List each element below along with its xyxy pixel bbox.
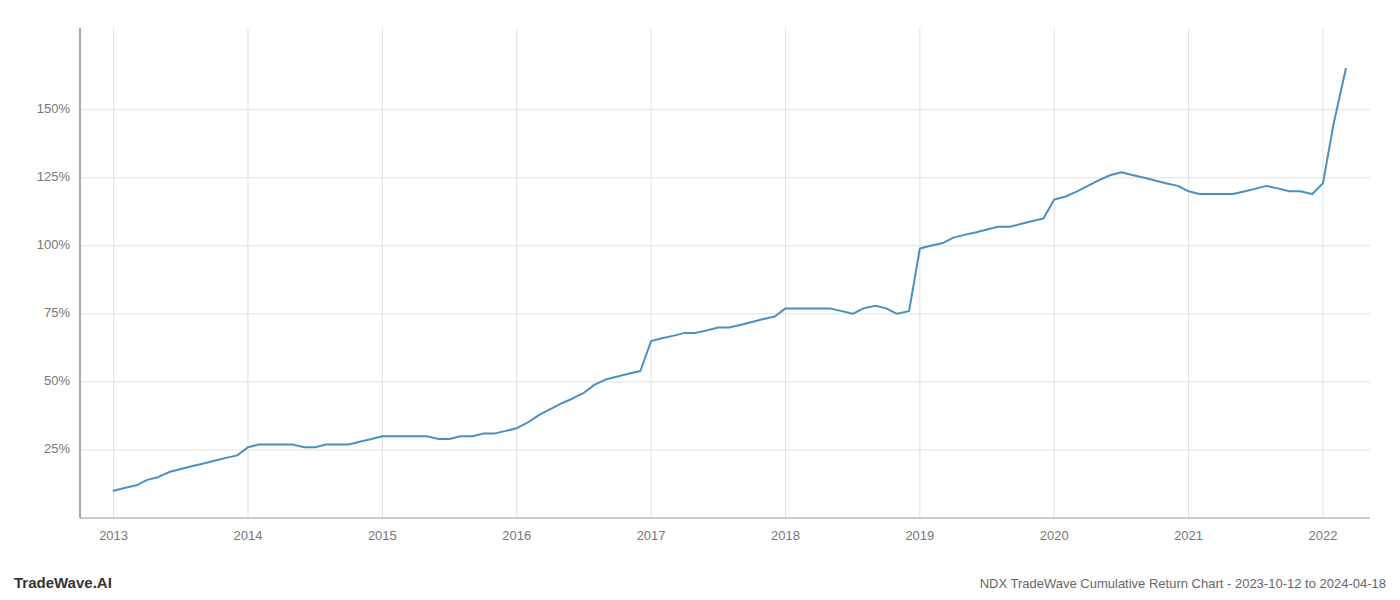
series-group [114, 69, 1346, 491]
y-tick-label: 75% [44, 305, 70, 320]
watermark: TradeWave.AI [14, 574, 112, 591]
y-tick-label: 100% [37, 237, 71, 252]
chart: 25% 50% 75% 100% 125% 150% 2013 2014 2015 2016 201… [0, 0, 1400, 600]
x-grid-line [651, 28, 652, 518]
y-tick-label: 125% [37, 169, 71, 184]
y-tick-label: 25% [44, 441, 70, 456]
y-tick-label: 50% [44, 373, 70, 388]
grid [80, 28, 1370, 518]
x-tick-label: 2015 [368, 528, 397, 543]
x-tick-label: 2016 [502, 528, 531, 543]
x-grid-line [1054, 28, 1055, 518]
y-axis-line [80, 28, 81, 518]
y-grid-line [80, 245, 1370, 246]
y-grid-line [80, 109, 1370, 110]
x-tick-label: 2022 [1309, 528, 1338, 543]
y-grid-line [80, 177, 1370, 178]
x-grid-line [113, 28, 114, 518]
x-grid-line [247, 28, 248, 518]
x-axis-line [80, 518, 1370, 519]
title: NDX TradeWave Cumulative Return Chart - … [980, 576, 1386, 591]
y-tick-label: 150% [37, 101, 71, 116]
x-tick-label: 2017 [637, 528, 666, 543]
x-tick-label: 2014 [234, 528, 263, 543]
x-grid-line [1322, 28, 1323, 518]
x-tick-label: 2019 [905, 528, 934, 543]
x-grid-line [1188, 28, 1189, 518]
x-tick-label: 2021 [1174, 528, 1203, 543]
x-grid-line [516, 28, 517, 518]
y-grid-line [80, 449, 1370, 450]
x-grid-line [785, 28, 786, 518]
x-grid-line [382, 28, 383, 518]
y-grid-line [80, 381, 1370, 382]
x-grid-line [919, 28, 920, 518]
y-grid-line [80, 313, 1370, 314]
x-tick-label: 2013 [99, 528, 128, 543]
axes: 25% 50% 75% 100% 125% 150% 2013 2014 2015 2016 201… [37, 28, 1370, 543]
x-tick-label: 2018 [771, 528, 800, 543]
x-tick-label: 2020 [1040, 528, 1069, 543]
line [114, 69, 1346, 491]
